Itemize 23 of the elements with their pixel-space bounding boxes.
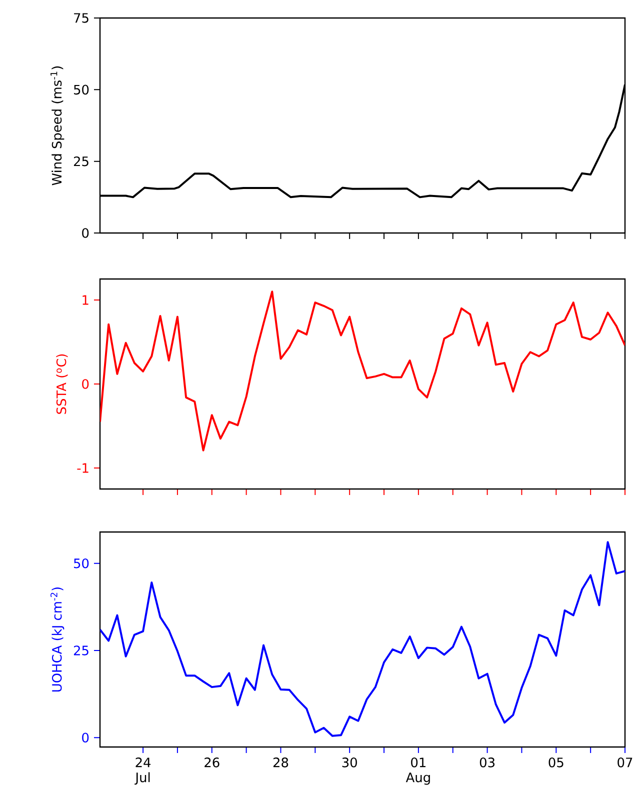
y-axis-title: Wind Speed (ms$^{-1}$) [50,66,64,186]
y-tick-label: 25 [74,646,89,656]
line-series [100,290,626,452]
y-tick-label: 25 [74,156,89,166]
x-tick-label: 05 [548,758,564,768]
y-axis-title: SSTA ($^{o}$C) [56,354,68,414]
x-tick-label: 03 [480,758,495,768]
y-tick-label: 0 [82,732,89,742]
y-axis-title: UOHCA (kJ cm$^{-2}$) [50,588,64,692]
line-series [100,541,626,737]
y-tick-label: -1 [77,463,89,473]
y-tick-label: 50 [74,84,89,95]
y-tick-label: 75 [74,13,89,23]
y-tick-label: 1 [82,295,89,305]
x-tick-label: 07 [618,758,632,768]
x-tick-label: 01 Aug [406,758,430,785]
x-tick-label: 28 [274,758,288,768]
y-tick-label: 50 [74,558,89,568]
x-tick-label: 30 [342,758,358,768]
y-tick-label: 0 [82,379,89,389]
x-tick-label: 24 Jul [134,758,151,785]
y-tick-label: 0 [82,228,89,238]
x-tick-label: 26 [204,758,220,768]
